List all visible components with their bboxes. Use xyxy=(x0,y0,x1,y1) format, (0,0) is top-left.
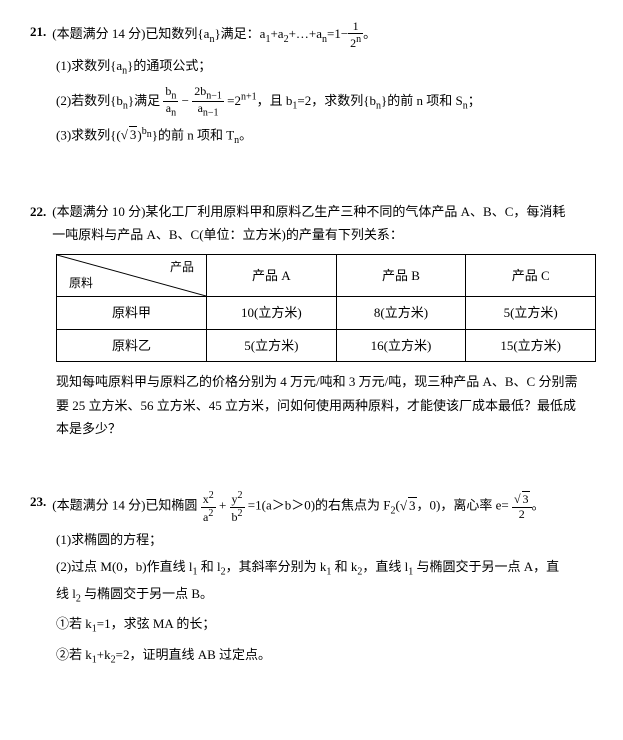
problem-22-post: 现知每吨原料甲与原料乙的价格分别为 4 万元/吨和 3 万元/吨，现三种产品 A… xyxy=(56,370,593,440)
table-row: 产品 原料 产品 A 产品 B 产品 C xyxy=(57,255,596,297)
col-header: 产品 B xyxy=(336,255,466,297)
col-header: 产品 C xyxy=(466,255,596,297)
problem-21: 21. (本题满分 14 分)已知数列{an}满足：a1+a2+…+an=1−1… xyxy=(30,20,593,150)
points-label: (本题满分 10 分) xyxy=(52,204,145,219)
problem-number: 23. xyxy=(30,490,46,513)
fraction: y2b2 xyxy=(230,490,245,523)
points-label: (本题满分 14 分) xyxy=(52,26,145,41)
problem-number: 21. xyxy=(30,20,46,43)
cell: 10(立方米) xyxy=(207,297,337,329)
col-header: 产品 A xyxy=(207,255,337,297)
problem-23-q2i: ①若 k1=1，求弦 MA 的长； xyxy=(56,612,593,639)
cell: 8(立方米) xyxy=(336,297,466,329)
problem-23-header: 23. (本题满分 14 分)已知椭圆 x2a2 + y2b2 =1(a＞b＞0… xyxy=(30,490,593,523)
row-header: 原料甲 xyxy=(57,297,207,329)
problem-21-q2: (2)若数列{bn}满足 bnan − 2bn−1an−1 =2n+1，且 b1… xyxy=(56,85,593,119)
diagonal-header: 产品 原料 xyxy=(57,255,207,297)
problem-21-q3: (3)求数列{(√3)bn}的前 n 项和 Tn。 xyxy=(56,123,593,150)
table-row: 原料甲 10(立方米) 8(立方米) 5(立方米) xyxy=(57,297,596,329)
problem-number: 22. xyxy=(30,200,46,223)
problem-21-stem: (本题满分 14 分)已知数列{an}满足：a1+a2+…+an=1−12n。 xyxy=(52,20,593,50)
table-row: 原料乙 5(立方米) 16(立方米) 15(立方米) xyxy=(57,329,596,361)
production-table: 产品 原料 产品 A 产品 B 产品 C 原料甲 10(立方米) 8(立方米) … xyxy=(56,254,593,362)
problem-22-stem: (本题满分 10 分)某化工厂利用原料甲和原料乙生产三种不同的气体产品 A、B、… xyxy=(52,200,593,247)
problem-23-q1: (1)求椭圆的方程； xyxy=(56,528,593,551)
problem-22: 22. (本题满分 10 分)某化工厂利用原料甲和原料乙生产三种不同的气体产品 … xyxy=(30,200,593,441)
problem-23-q2: (2)过点 M(0，b)作直线 l1 和 l2，其斜率分别为 k1 和 k2，直… xyxy=(56,555,593,608)
problem-21-header: 21. (本题满分 14 分)已知数列{an}满足：a1+a2+…+an=1−1… xyxy=(30,20,593,50)
table: 产品 原料 产品 A 产品 B 产品 C 原料甲 10(立方米) 8(立方米) … xyxy=(56,254,596,362)
fraction: 2bn−1an−1 xyxy=(192,85,224,119)
problem-23-q2ii: ②若 k1+k2=2，证明直线 AB 过定点。 xyxy=(56,643,593,670)
fraction: 12n xyxy=(348,20,363,50)
cell: 5(立方米) xyxy=(466,297,596,329)
problem-23-stem: (本题满分 14 分)已知椭圆 x2a2 + y2b2 =1(a＞b＞0)的右焦… xyxy=(52,490,593,523)
problem-23: 23. (本题满分 14 分)已知椭圆 x2a2 + y2b2 =1(a＞b＞0… xyxy=(30,490,593,669)
cell: 5(立方米) xyxy=(207,329,337,361)
fraction: x2a2 xyxy=(201,490,216,523)
fraction: √32 xyxy=(512,493,532,520)
row-header: 原料乙 xyxy=(57,329,207,361)
problem-21-q1: (1)求数列{an}的通项公式； xyxy=(56,54,593,81)
cell: 16(立方米) xyxy=(336,329,466,361)
problem-22-header: 22. (本题满分 10 分)某化工厂利用原料甲和原料乙生产三种不同的气体产品 … xyxy=(30,200,593,247)
cell: 15(立方米) xyxy=(466,329,596,361)
fraction: bnan xyxy=(163,85,178,119)
points-label: (本题满分 14 分) xyxy=(52,498,145,513)
